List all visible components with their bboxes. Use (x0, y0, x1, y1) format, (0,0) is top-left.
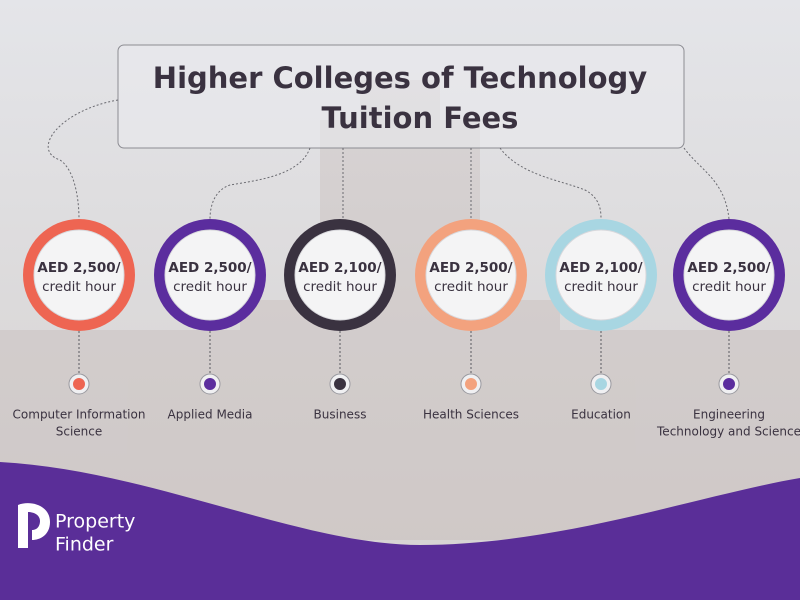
title-line: Higher Colleges of Technology (153, 61, 647, 95)
fee-disc (555, 229, 647, 321)
college-name: Engineering (693, 408, 765, 422)
fee-text: AED 2,500/ (429, 260, 512, 276)
logo-text: Property (55, 511, 135, 533)
connector (209, 147, 311, 220)
fee-text: AED 2,500/ (687, 260, 770, 276)
logo-mark (18, 503, 50, 548)
fee-text: credit hour (692, 279, 766, 295)
fee-text: credit hour (42, 279, 116, 295)
college-name: Health Sciences (423, 408, 519, 422)
college-name: Technology and Science (656, 425, 800, 439)
connector (47, 99, 119, 220)
fee-disc (33, 229, 125, 321)
dot (73, 378, 85, 390)
college-name: Education (571, 408, 631, 422)
fee-disc (294, 229, 386, 321)
dot (723, 378, 735, 390)
fee-text: AED 2,500/ (37, 260, 120, 276)
college-name: Computer Information (13, 408, 146, 422)
fee-text: AED 2,100/ (559, 260, 642, 276)
college-name: Business (314, 408, 367, 422)
dot (595, 378, 607, 390)
fee-text: AED 2,500/ (168, 260, 251, 276)
footer-wave (0, 462, 800, 600)
title-line: Tuition Fees (322, 101, 519, 135)
college-name: Applied Media (168, 408, 253, 422)
fee-disc (425, 229, 517, 321)
connector (683, 147, 730, 220)
fee-text: credit hour (434, 279, 508, 295)
title-box (117, 44, 685, 149)
dot (204, 378, 216, 390)
logo-text: Finder (55, 534, 114, 556)
items: AED 2,500/credit hour Computer Informatio… (13, 219, 800, 439)
connectors (47, 99, 730, 220)
fee-text: credit hour (564, 279, 638, 295)
fee-text: credit hour (303, 279, 377, 295)
college-name: Science (56, 425, 103, 439)
fee-text: AED 2,100/ (298, 260, 381, 276)
connector (499, 147, 602, 220)
dot (334, 378, 346, 390)
dot (465, 378, 477, 390)
fee-disc (164, 229, 256, 321)
fee-disc (683, 229, 775, 321)
fee-text: credit hour (173, 279, 247, 295)
